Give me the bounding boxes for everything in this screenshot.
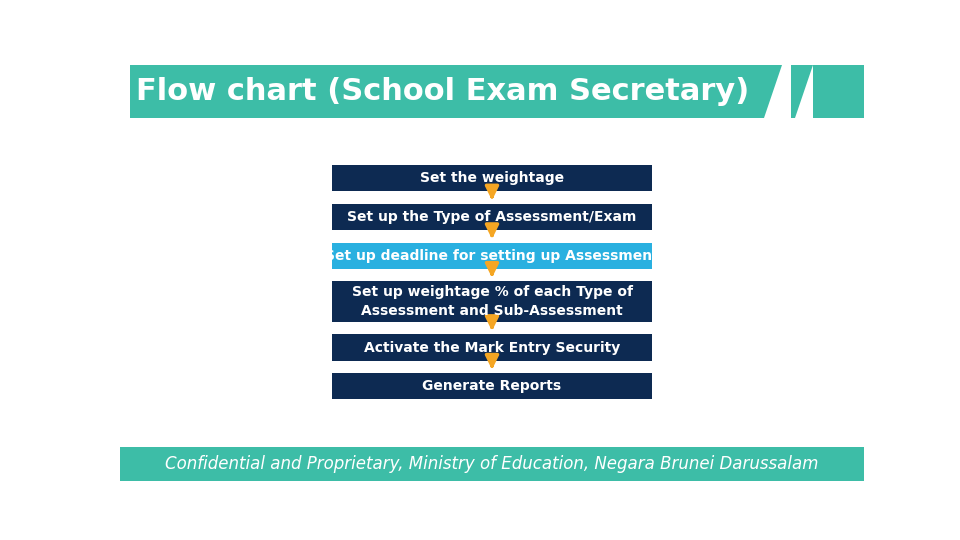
Text: Set up deadline for setting up Assessment: Set up deadline for setting up Assessmen…	[325, 248, 659, 262]
Text: Generate Reports: Generate Reports	[422, 379, 562, 393]
Text: Set the weightage: Set the weightage	[420, 171, 564, 185]
Polygon shape	[782, 65, 791, 118]
Polygon shape	[763, 65, 782, 118]
FancyBboxPatch shape	[332, 281, 652, 322]
Polygon shape	[741, 65, 782, 118]
FancyBboxPatch shape	[332, 373, 652, 399]
Polygon shape	[120, 65, 864, 118]
Text: Set up the Type of Assessment/Exam: Set up the Type of Assessment/Exam	[348, 210, 636, 224]
FancyBboxPatch shape	[332, 334, 652, 361]
Polygon shape	[791, 65, 813, 118]
Text: Activate the Mark Entry Security: Activate the Mark Entry Security	[364, 341, 620, 355]
FancyBboxPatch shape	[120, 65, 130, 118]
Text: Confidential and Proprietary, Ministry of Education, Negara Brunei Darussalam: Confidential and Proprietary, Ministry o…	[165, 455, 819, 472]
Polygon shape	[120, 447, 864, 481]
Text: Set up weightage % of each Type of
Assessment and Sub-Assessment: Set up weightage % of each Type of Asses…	[351, 286, 633, 318]
Text: Flow chart (School Exam Secretary): Flow chart (School Exam Secretary)	[136, 77, 750, 106]
FancyBboxPatch shape	[332, 242, 652, 269]
FancyBboxPatch shape	[332, 204, 652, 230]
Polygon shape	[795, 65, 813, 118]
FancyBboxPatch shape	[332, 165, 652, 191]
